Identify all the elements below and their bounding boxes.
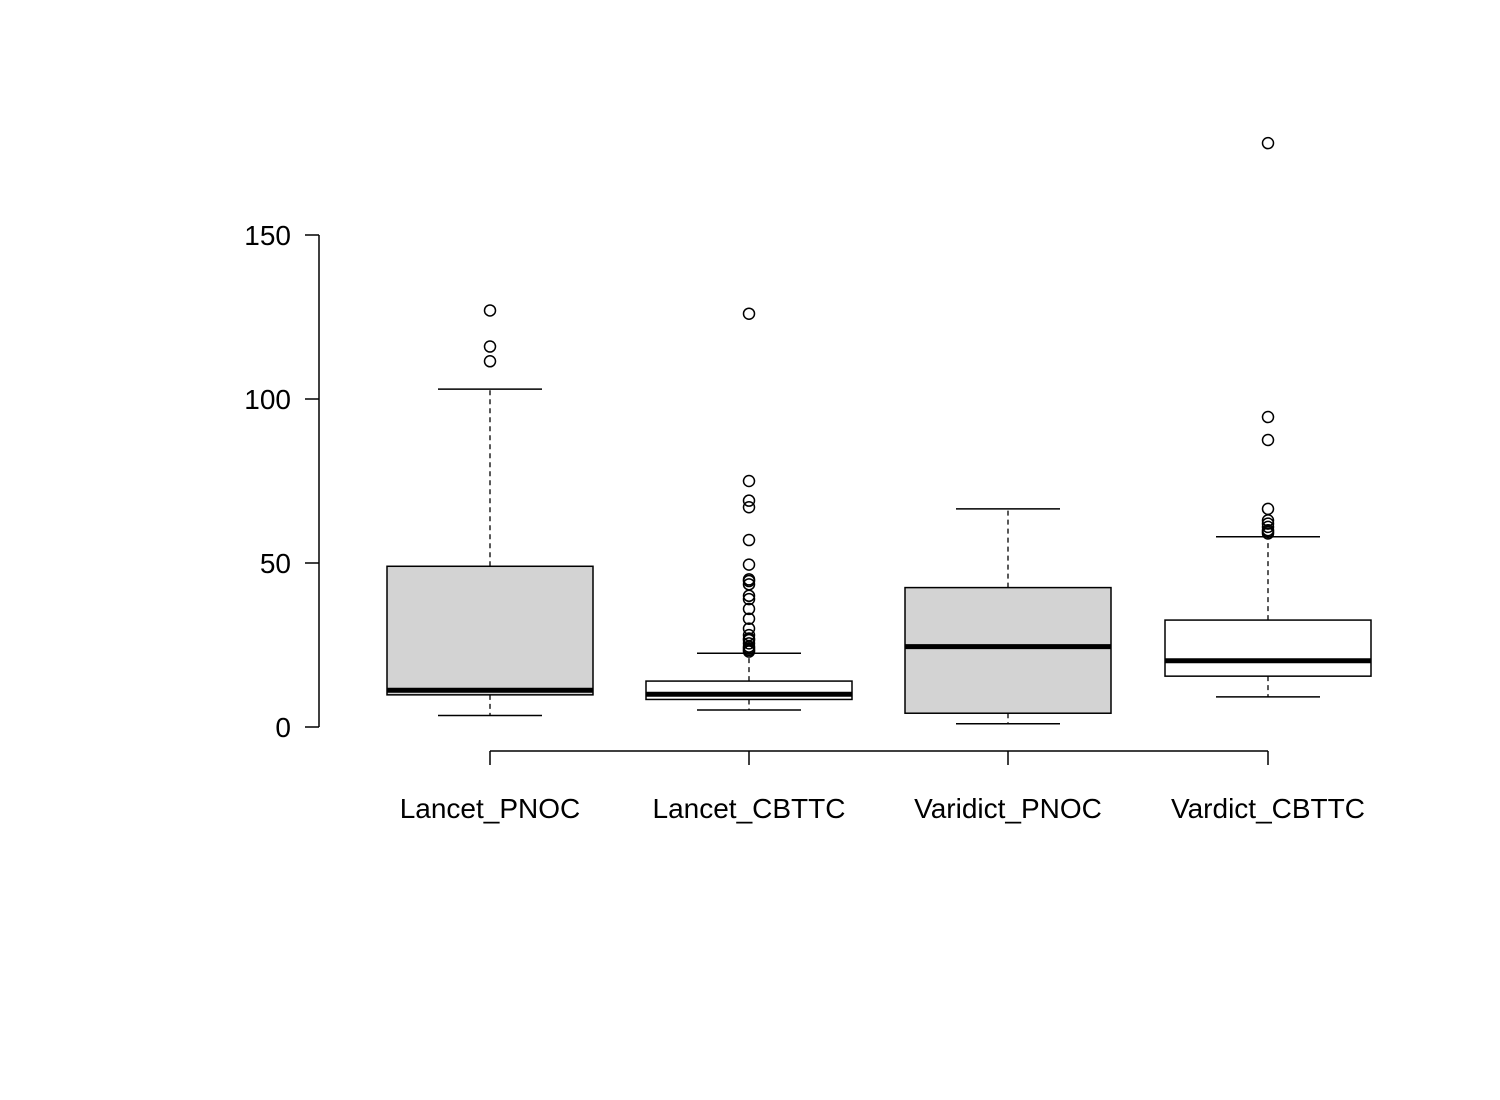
- outlier-point: [742, 612, 756, 626]
- y-tick-label: 100: [244, 384, 291, 415]
- x-tick-label: Varidict_PNOC: [914, 793, 1102, 824]
- outlier-point: [742, 307, 756, 320]
- outlier-point: [742, 533, 756, 547]
- outlier-point: [742, 589, 756, 603]
- x-axis: Lancet_PNOC Lancet_CBTTC Varidict_PNOC Vard…: [400, 750, 1365, 824]
- outlier-point: [1261, 502, 1275, 516]
- y-axis: 0 50 100 150: [244, 220, 320, 743]
- box-iqr: [1164, 619, 1372, 677]
- outlier-point: [742, 474, 756, 488]
- outlier-point: [483, 340, 497, 353]
- outlier-point: [483, 355, 497, 368]
- y-tick-label: 50: [260, 548, 291, 579]
- x-tick-label: Vardict_CBTTC: [1171, 793, 1365, 824]
- outlier-point: [483, 304, 497, 317]
- outlier-point: [742, 500, 756, 514]
- boxes: [386, 136, 1372, 725]
- y-tick-label: 0: [275, 712, 291, 743]
- x-tick-label: Lancet_PNOC: [400, 793, 581, 824]
- box-group-varidict-pnoc: [904, 508, 1112, 725]
- box-iqr: [386, 565, 594, 696]
- outlier-point: [1261, 517, 1275, 530]
- outlier-point: [742, 602, 756, 616]
- outlier-point: [742, 637, 756, 650]
- outlier-point: [1261, 527, 1275, 540]
- box-group-lancet-pnoc: [386, 304, 594, 717]
- box-iqr: [904, 586, 1112, 714]
- x-tick-label: Lancet_CBTTC: [653, 793, 846, 824]
- outlier-point: [742, 592, 756, 606]
- box-group-lancet-cbttc: [645, 307, 853, 711]
- outlier-point: [1261, 520, 1275, 534]
- outlier-point: [742, 494, 756, 507]
- outlier-point: [742, 574, 756, 588]
- outlier-point: [1261, 136, 1275, 150]
- outlier-point: [1261, 410, 1275, 424]
- outlier-point: [1261, 433, 1275, 447]
- box-group-vardict-cbttc: [1164, 136, 1372, 698]
- outlier-point: [742, 645, 756, 658]
- outlier-point: [742, 558, 756, 571]
- y-tick-label: 150: [244, 220, 291, 251]
